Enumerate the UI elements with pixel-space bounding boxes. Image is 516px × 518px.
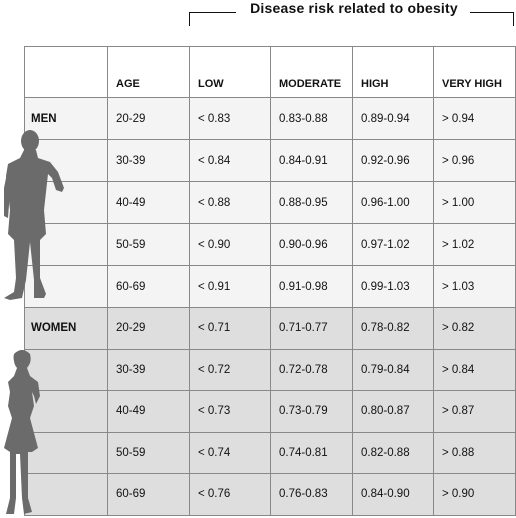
cell-low: < 0.83 — [189, 97, 271, 140]
header-bracket: Disease risk related to obesity — [189, 0, 516, 26]
cell-very-high: > 0.96 — [433, 139, 516, 182]
cell-high: 0.96-1.00 — [352, 181, 434, 224]
men-row: 50-59 < 0.90 0.90-0.96 0.97-1.02 > 1.02 — [24, 223, 516, 266]
cell-age: 60-69 — [107, 473, 190, 516]
header-moderate: MODERATE — [270, 46, 353, 98]
risk-table: AGE LOW MODERATE HIGH VERY HIGH MEN 20-29… — [24, 46, 516, 516]
header-group-cell — [24, 46, 108, 98]
women-row: 30-39 < 0.72 0.72-0.78 0.79-0.84 > 0.84 — [24, 348, 516, 391]
cell-age: 50-59 — [107, 223, 190, 266]
cell-high: 0.99-1.03 — [352, 265, 434, 308]
bracket-right-line — [470, 12, 514, 13]
cell-low: < 0.76 — [189, 473, 271, 516]
men-row: 40-49 < 0.88 0.88-0.95 0.96-1.00 > 1.00 — [24, 181, 516, 224]
cell-age: 20-29 — [107, 97, 190, 140]
cell-very-high: > 0.84 — [433, 348, 516, 391]
man-silhouette-icon — [4, 130, 64, 300]
cell-very-high: > 0.88 — [433, 431, 516, 474]
cell-high: 0.89-0.94 — [352, 97, 434, 140]
cell-age: 60-69 — [107, 265, 190, 308]
cell-age: 20-29 — [107, 307, 190, 350]
cell-age: 40-49 — [107, 390, 190, 433]
cell-moderate: 0.88-0.95 — [270, 181, 353, 224]
cell-age: 30-39 — [107, 348, 190, 391]
cell-high: 0.79-0.84 — [352, 348, 434, 391]
cell-age: 40-49 — [107, 181, 190, 224]
cell-very-high: > 1.00 — [433, 181, 516, 224]
cell-very-high: > 0.94 — [433, 97, 516, 140]
cell-low: < 0.90 — [189, 223, 271, 266]
women-row: 40-49 < 0.73 0.73-0.79 0.80-0.87 > 0.87 — [24, 390, 516, 433]
cell-low: < 0.84 — [189, 139, 271, 182]
cell-very-high: > 1.02 — [433, 223, 516, 266]
cell-moderate: 0.74-0.81 — [270, 431, 353, 474]
group-spacer-cell — [24, 473, 108, 516]
bracket-left-tick — [189, 12, 190, 26]
cell-moderate: 0.73-0.79 — [270, 390, 353, 433]
cell-moderate: 0.90-0.96 — [270, 223, 353, 266]
group-spacer-cell — [24, 265, 108, 308]
cell-low: < 0.71 — [189, 307, 271, 350]
group-spacer-cell — [24, 431, 108, 474]
header-row: AGE LOW MODERATE HIGH VERY HIGH — [24, 46, 516, 98]
group-spacer-cell — [24, 348, 108, 391]
cell-high: 0.92-0.96 — [352, 139, 434, 182]
women-row: 50-59 < 0.74 0.74-0.81 0.82-0.88 > 0.88 — [24, 431, 516, 474]
header-high: HIGH — [352, 46, 434, 98]
header-age: AGE — [107, 46, 190, 98]
cell-low: < 0.72 — [189, 348, 271, 391]
cell-high: 0.97-1.02 — [352, 223, 434, 266]
header-low: LOW — [189, 46, 271, 98]
woman-silhouette-icon — [4, 350, 40, 514]
cell-age: 30-39 — [107, 139, 190, 182]
women-row: 60-69 < 0.76 0.76-0.83 0.84-0.90 > 0.90 — [24, 473, 516, 516]
women-row: WOMEN 20-29 < 0.71 0.71-0.77 0.78-0.82 > 0.82 — [24, 307, 516, 350]
cell-high: 0.78-0.82 — [352, 307, 434, 350]
cell-low: < 0.88 — [189, 181, 271, 224]
cell-moderate: 0.72-0.78 — [270, 348, 353, 391]
bracket-left-line — [189, 12, 236, 13]
bracket-right-tick — [513, 12, 514, 26]
men-group-label: MEN — [24, 97, 108, 140]
cell-high: 0.80-0.87 — [352, 390, 434, 433]
men-row: 30-39 < 0.84 0.84-0.91 0.92-0.96 > 0.96 — [24, 139, 516, 182]
cell-moderate: 0.83-0.88 — [270, 97, 353, 140]
cell-moderate: 0.91-0.98 — [270, 265, 353, 308]
women-group-label: WOMEN — [24, 307, 108, 350]
cell-moderate: 0.84-0.91 — [270, 139, 353, 182]
cell-very-high: > 0.82 — [433, 307, 516, 350]
cell-very-high: > 0.90 — [433, 473, 516, 516]
cell-very-high: > 1.03 — [433, 265, 516, 308]
cell-age: 50-59 — [107, 431, 190, 474]
header-very-high: VERY HIGH — [433, 46, 516, 98]
cell-low: < 0.74 — [189, 431, 271, 474]
men-row: 60-69 < 0.91 0.91-0.98 0.99-1.03 > 1.03 — [24, 265, 516, 308]
cell-high: 0.84-0.90 — [352, 473, 434, 516]
cell-moderate: 0.76-0.83 — [270, 473, 353, 516]
table-title: Disease risk related to obesity — [250, 0, 458, 16]
cell-moderate: 0.71-0.77 — [270, 307, 353, 350]
men-row: MEN 20-29 < 0.83 0.83-0.88 0.89-0.94 > 0.94 — [24, 97, 516, 140]
cell-low: < 0.91 — [189, 265, 271, 308]
cell-low: < 0.73 — [189, 390, 271, 433]
cell-high: 0.82-0.88 — [352, 431, 434, 474]
cell-very-high: > 0.87 — [433, 390, 516, 433]
